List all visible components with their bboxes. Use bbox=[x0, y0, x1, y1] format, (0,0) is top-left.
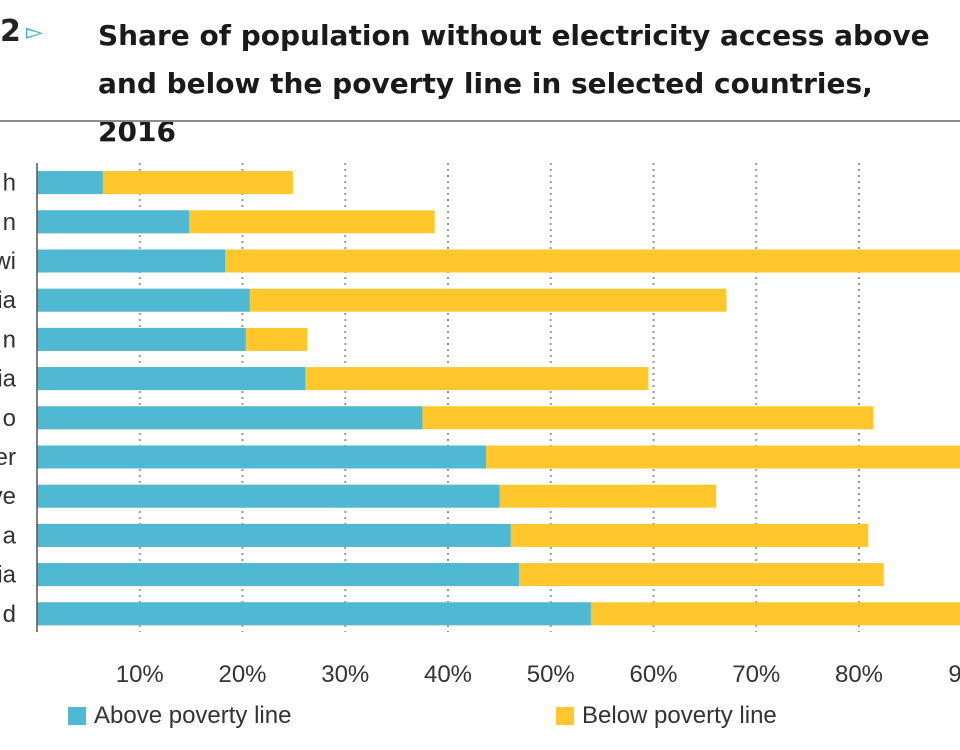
chart-title: Share of population without electricity … bbox=[98, 19, 930, 148]
category-label: ia bbox=[0, 287, 17, 314]
category-label: n bbox=[3, 326, 16, 353]
bar-above-poverty bbox=[37, 406, 423, 430]
bar-above-poverty bbox=[37, 523, 511, 547]
x-tick-label: 10% bbox=[116, 661, 164, 688]
legend-item-below: Below poverty line bbox=[556, 702, 777, 730]
bar-above-poverty bbox=[37, 249, 226, 273]
category-labels: hnwiianiaoerveaiad bbox=[0, 170, 17, 628]
category-label: d bbox=[3, 601, 16, 628]
category-label: o bbox=[3, 405, 16, 432]
title-divider bbox=[0, 120, 960, 122]
category-label: ve bbox=[0, 483, 16, 510]
category-label: wi bbox=[0, 248, 16, 275]
legend-swatch-below bbox=[556, 707, 574, 725]
bar-below-poverty bbox=[37, 249, 960, 273]
x-tick-labels: 10% 20% 30% 40% 50% 60% 70% 80% 90 bbox=[116, 661, 960, 688]
category-label: a bbox=[3, 522, 17, 549]
legend-swatch-above bbox=[68, 707, 86, 725]
category-label: ia bbox=[0, 366, 17, 393]
bar-above-poverty bbox=[37, 563, 519, 587]
x-tick-label: 60% bbox=[629, 661, 677, 688]
legend-label-below: Below poverty line bbox=[582, 702, 777, 729]
bar-above-poverty bbox=[37, 327, 246, 351]
x-tick-label: 50% bbox=[527, 661, 575, 688]
category-label: er bbox=[0, 444, 16, 471]
bars bbox=[37, 171, 960, 626]
figure-number: 2 bbox=[0, 14, 21, 49]
x-tick-label: 90 bbox=[948, 661, 960, 688]
bar-above-poverty bbox=[37, 602, 591, 626]
bar-above-poverty bbox=[37, 484, 500, 508]
category-label: ia bbox=[0, 562, 17, 589]
grid-lines bbox=[138, 163, 860, 632]
bar-above-poverty bbox=[37, 367, 306, 391]
bar-above-poverty bbox=[37, 288, 250, 312]
figure-arrow-icon: ▻ bbox=[26, 20, 43, 45]
x-tick-label: 70% bbox=[732, 661, 780, 688]
bar-above-poverty bbox=[37, 171, 103, 195]
bar-above-poverty bbox=[37, 445, 487, 469]
x-tick-label: 30% bbox=[321, 661, 369, 688]
x-tick-label: 40% bbox=[424, 661, 472, 688]
category-label: n bbox=[3, 209, 16, 236]
x-tick-label: 20% bbox=[218, 661, 266, 688]
x-tick-label: 80% bbox=[835, 661, 883, 688]
category-label: h bbox=[3, 170, 16, 197]
legend-label-above: Above poverty line bbox=[94, 702, 292, 729]
legend-item-above: Above poverty line bbox=[68, 702, 291, 730]
bar-above-poverty bbox=[37, 210, 190, 234]
